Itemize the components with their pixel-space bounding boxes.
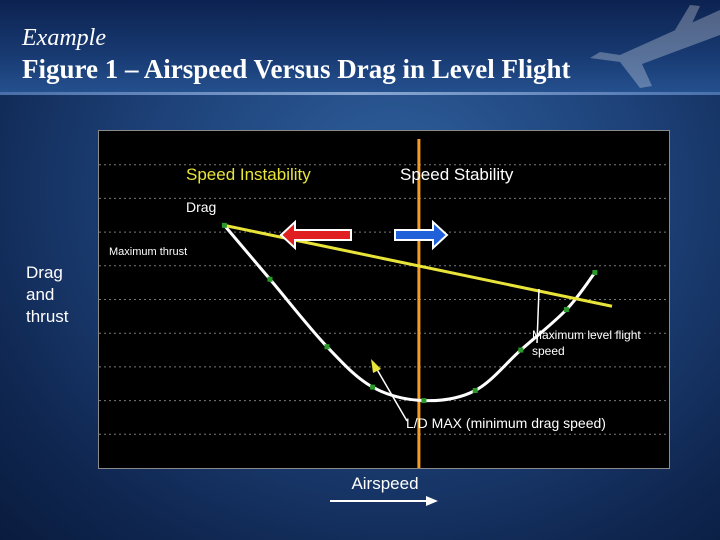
speed-stability-arrow-icon <box>394 219 449 251</box>
drag-point <box>592 270 598 276</box>
speed-instability-arrow-icon <box>279 219 352 251</box>
drag-point <box>421 398 427 404</box>
header-band <box>0 0 720 92</box>
label-speed-stability: Speed Stability <box>400 165 514 184</box>
x-axis-label: Airspeed <box>351 474 419 493</box>
drag-curve-markers <box>221 222 598 404</box>
drag-point <box>267 276 273 282</box>
label-maximum-thrust: Maximum thrust <box>109 246 187 258</box>
drag-point <box>324 344 330 350</box>
drag-point <box>472 387 478 393</box>
slide-subtitle: Example <box>22 25 106 51</box>
ld-max-pointer-arrowhead <box>371 359 381 373</box>
max-level-pointer-line <box>536 288 540 344</box>
slide-title: Figure 1 – Airspeed Versus Drag in Level… <box>22 54 571 84</box>
drag-point <box>563 307 569 313</box>
drag-point <box>221 222 227 228</box>
label-max-level-flight-speed-line1: Maximum level flight <box>532 328 641 342</box>
chart-panel: Speed Instability Speed Stability Drag M… <box>98 130 670 469</box>
label-speed-instability: Speed Instability <box>186 165 311 184</box>
label-ld-max: L/D MAX (minimum drag speed) <box>406 415 606 431</box>
header-divider <box>0 92 720 95</box>
x-axis-arrow-icon <box>330 496 438 506</box>
drag-curve <box>223 224 597 403</box>
label-max-level-flight-speed-line2: speed <box>532 344 565 358</box>
label-drag: Drag <box>186 199 216 215</box>
airplane-icon <box>590 5 720 88</box>
drag-chart: Speed Instability Speed Stability Drag M… <box>99 139 669 468</box>
chart-gridlines <box>99 164 669 435</box>
drag-point <box>518 347 524 353</box>
drag-point <box>370 384 376 390</box>
ld-max-pointer-line <box>374 365 408 422</box>
y-axis-label: Drag and thrust <box>26 263 69 326</box>
